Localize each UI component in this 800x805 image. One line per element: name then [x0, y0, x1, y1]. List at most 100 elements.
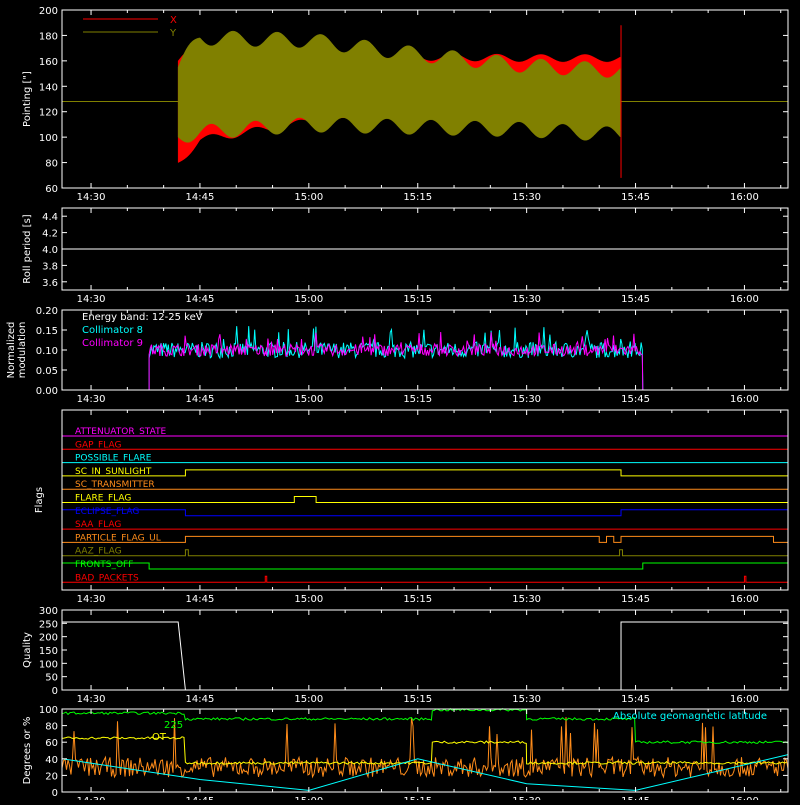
y-tick-label: 60 [45, 184, 58, 195]
geo-legend-partial-1: 225 [164, 720, 183, 731]
geo-series-yellow [61, 736, 787, 765]
y-tick-label: 0 [52, 788, 58, 799]
y-tick-label: 0.05 [36, 366, 58, 377]
flag-label-eclipse-flag: ECLIPSE_FLAG [75, 507, 139, 517]
x-tick-label: 14:45 [186, 192, 215, 203]
y-tick-label: 160 [39, 57, 58, 68]
y-tick-label: 150 [39, 646, 58, 657]
flag-label-bad-packets: BAD_PACKETS [75, 573, 139, 583]
legend-label-collimator-9: Collimator 9 [82, 338, 143, 349]
x-tick-label: 15:30 [512, 192, 541, 203]
x-tick-label: 15:00 [294, 394, 323, 405]
y-tick-label: 100 [39, 705, 58, 716]
flag-label-gap-flag: GAP_FLAG [75, 440, 121, 450]
x-tick-label: 15:15 [403, 192, 432, 203]
x-tick-label: 14:30 [77, 394, 106, 405]
flag-label-particle-flag-ul: PARTICLE_FLAG_UL [75, 533, 161, 543]
x-tick-label: 15:30 [512, 594, 541, 605]
modulation-series-collimator-8 [62, 326, 788, 391]
x-tick-label: 15:45 [621, 192, 650, 203]
geo-axis-label: Degrees or % [22, 717, 33, 785]
x-tick-label: 16:00 [730, 796, 759, 800]
geo-legend-latitude: Absolute geomagnetic latitude [613, 711, 767, 722]
flag-label-sc-transmitter: SC_TRANSMITTER [75, 480, 155, 490]
y-tick-label: 300 [39, 606, 58, 617]
x-tick-label: 16:00 [730, 694, 759, 705]
modulation-annotation: Energy band: 12-25 keV [82, 312, 203, 323]
geo-series-green [61, 707, 788, 745]
x-tick-label: 14:30 [77, 594, 106, 605]
y-tick-label: 20 [45, 771, 58, 782]
x-tick-label: 15:15 [403, 796, 432, 800]
y-tick-label: 0.15 [36, 326, 58, 337]
pointing-panel-frame [61, 9, 789, 189]
quality-axis-label: Quality [22, 632, 33, 668]
x-tick-label: 15:30 [512, 796, 541, 800]
y-tick-label: 180 [39, 31, 58, 42]
quality-segment [62, 621, 186, 691]
x-tick-label: 15:15 [403, 394, 432, 405]
x-tick-label: 15:45 [621, 394, 650, 405]
y-tick-label: 0.10 [36, 346, 58, 357]
x-tick-label: 15:00 [294, 694, 323, 705]
x-tick-label: 15:30 [512, 694, 541, 705]
y-tick-label: 80 [45, 722, 58, 733]
geo-series-orange [61, 717, 789, 779]
text-layer: 14:30 14:45 15:00 15:15 15:30 15:45 16:0020018… [6, 6, 767, 805]
flag-label-aaz-flag: AAZ_FLAG [75, 547, 122, 557]
y-tick-label: 40 [45, 755, 58, 766]
flag-line-bad-packets [62, 575, 788, 583]
flag-label-attenuator-state: ATTENUATOR_STATE [75, 427, 167, 437]
x-tick-label: 15:00 [294, 594, 323, 605]
flag-line-particle-flag-ul [62, 535, 788, 543]
x-tick-label: 15:15 [403, 694, 432, 705]
x-tick-label: 14:45 [186, 694, 215, 705]
y-tick-label: 100 [39, 133, 58, 144]
y-tick-label: 100 [39, 659, 58, 670]
quality-segment [620, 621, 788, 690]
axes-layer [61, 9, 789, 793]
x-tick-label: 15:00 [294, 192, 323, 203]
modulation-axis-label-2: modulation [17, 322, 28, 379]
flags-panel-frame [61, 409, 789, 591]
x-tick-label: 16:00 [730, 294, 759, 305]
x-tick-label: 14:45 [186, 796, 215, 800]
x-tick-label: 15:45 [621, 796, 650, 800]
flag-label-sc-in-sunlight: SC_IN_SUNLIGHT [75, 467, 152, 477]
x-tick-label: 16:00 [730, 192, 759, 203]
legend-label-x: X [170, 15, 177, 26]
flag-label-possible-flare: POSSIBLE_FLARE [75, 454, 152, 464]
y-tick-label: 200 [39, 6, 58, 17]
y-tick-label: 140 [39, 82, 58, 93]
geo-legend-partial-2: OT [152, 732, 167, 743]
y-tick-label: 50 [45, 673, 58, 684]
y-tick-label: 80 [45, 159, 58, 170]
x-tick-label: 15:00 [294, 796, 323, 800]
y-tick-label: 120 [39, 108, 58, 119]
flag-line-eclipse-flag [61, 509, 789, 517]
x-tick-label: 15:30 [512, 394, 541, 405]
roll-axis-label: Roll period [s] [22, 214, 33, 283]
legend-label-y: Y [169, 28, 177, 39]
y-tick-label: 4.0 [42, 245, 58, 256]
legend-label-collimator-8: Collimator 8 [82, 325, 143, 336]
flag-label-fronts-off: FRONTS_OFF [75, 560, 133, 570]
pointing-series-y [177, 30, 621, 143]
pointing-axis-label: Pointing ["] [22, 71, 33, 127]
y-tick-label: 3.6 [42, 278, 58, 289]
flag-line-sc-in-sunlight [62, 469, 788, 477]
y-tick-label: 60 [45, 738, 58, 749]
y-tick-label: 4.4 [42, 212, 58, 223]
x-tick-label: 14:45 [186, 294, 215, 305]
x-tick-label: 15:15 [403, 294, 432, 305]
y-tick-label: 0.00 [36, 386, 58, 397]
flag-line-flare-flag [62, 496, 788, 503]
x-tick-label: 16:00 [730, 594, 759, 605]
x-tick-label: 14:45 [186, 594, 215, 605]
y-tick-label: 250 [39, 619, 58, 630]
flags-axis-label: Flags [34, 487, 45, 513]
x-tick-label: 14:30 [77, 294, 106, 305]
y-tick-label: 0.20 [36, 306, 58, 317]
modulation-series-collimator-9 [62, 331, 788, 391]
